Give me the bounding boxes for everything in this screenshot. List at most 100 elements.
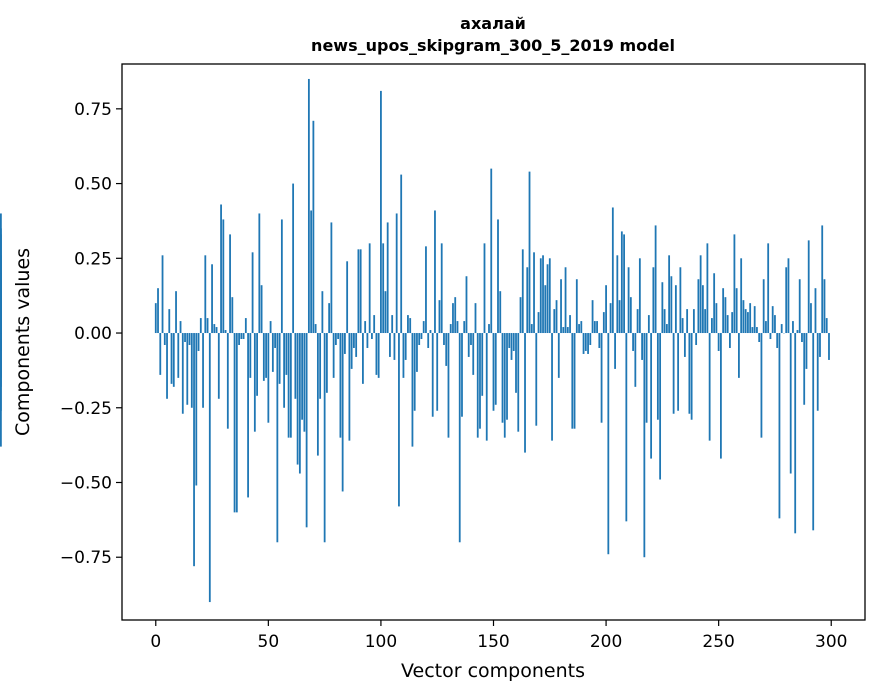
bar-108 bbox=[398, 333, 400, 507]
bar-56 bbox=[280, 219, 283, 334]
bar-243 bbox=[701, 285, 704, 334]
bar-151 bbox=[494, 333, 497, 405]
bar-105 bbox=[391, 315, 394, 334]
bar-230 bbox=[672, 333, 675, 414]
bar-158 bbox=[510, 333, 513, 360]
y-tick-label: 0.25 bbox=[74, 249, 112, 269]
bar-269 bbox=[760, 333, 763, 438]
x-axis-ticks: 0 50 100 150 200 250 300 bbox=[150, 620, 847, 652]
bar-37 bbox=[238, 333, 240, 345]
bar-176 bbox=[551, 333, 553, 441]
bar-270 bbox=[762, 279, 765, 334]
bar-55 bbox=[278, 333, 281, 384]
bar-48 bbox=[262, 333, 265, 381]
bar-20 bbox=[199, 318, 202, 334]
y-axis-ticks: 0.75 0.50 0.25 0.00 −0.25 −0.50 −0.75 bbox=[60, 100, 122, 568]
bar-4 bbox=[163, 333, 166, 345]
bar-13 bbox=[184, 333, 186, 342]
bar-70 bbox=[312, 120, 315, 334]
bar-215 bbox=[638, 258, 641, 334]
bar-146 bbox=[483, 243, 486, 334]
y-tick-label: 0.50 bbox=[74, 175, 112, 195]
bar-107 bbox=[395, 213, 398, 334]
bar-179 bbox=[557, 333, 560, 378]
bar-101 bbox=[382, 243, 385, 334]
bar-214 bbox=[636, 309, 639, 334]
bar-26 bbox=[213, 324, 216, 334]
bar-103 bbox=[386, 222, 389, 334]
bar-218 bbox=[645, 333, 648, 423]
bar-82 bbox=[339, 333, 342, 438]
bar-59 bbox=[287, 333, 290, 438]
bar-15 bbox=[188, 333, 191, 345]
bar-277 bbox=[778, 333, 781, 519]
bar-262 bbox=[744, 309, 747, 334]
bar-129 bbox=[445, 333, 448, 366]
bar-7 bbox=[170, 333, 173, 384]
bar-213 bbox=[634, 333, 637, 387]
bar-216 bbox=[641, 333, 643, 360]
bar-143 bbox=[476, 333, 479, 438]
bar-57 bbox=[283, 333, 286, 408]
bar-197 bbox=[598, 333, 601, 348]
bar-287 bbox=[801, 333, 803, 342]
bar-145 bbox=[481, 333, 484, 396]
bar-43 bbox=[251, 252, 254, 334]
bar-124 bbox=[434, 210, 436, 334]
bar-78 bbox=[330, 222, 333, 334]
bar-242 bbox=[699, 255, 702, 334]
bar-92 bbox=[362, 333, 364, 384]
bar-79 bbox=[332, 333, 335, 378]
bar-130 bbox=[447, 333, 450, 438]
bar-184 bbox=[569, 315, 571, 334]
bar-294 bbox=[816, 333, 819, 411]
bar-164 bbox=[524, 333, 526, 453]
bar-83 bbox=[341, 333, 344, 492]
bar-155 bbox=[503, 333, 506, 438]
bar-8 bbox=[172, 333, 175, 387]
bar-112 bbox=[407, 315, 409, 334]
bar-64 bbox=[298, 333, 301, 474]
bar-228 bbox=[668, 255, 671, 334]
bar-193 bbox=[589, 333, 592, 345]
y-tick-label: −0.75 bbox=[60, 548, 112, 568]
bar-61 bbox=[292, 183, 295, 334]
bar-39 bbox=[242, 333, 245, 340]
bar-169 bbox=[535, 333, 538, 426]
x-tick-label: 150 bbox=[477, 632, 509, 652]
bar-166 bbox=[528, 171, 531, 334]
bar-233 bbox=[679, 267, 682, 334]
bar-273 bbox=[769, 333, 772, 340]
bar-104 bbox=[389, 333, 391, 357]
bar-66 bbox=[303, 333, 306, 432]
bar-75 bbox=[323, 333, 326, 543]
bar-100 bbox=[380, 90, 382, 334]
chart-title-line2: news_upos_skipgram_300_5_2019 model bbox=[311, 36, 675, 55]
bar-251 bbox=[720, 333, 722, 459]
bar-123 bbox=[431, 333, 434, 417]
bar-17 bbox=[193, 333, 195, 567]
bar-120 bbox=[425, 246, 427, 334]
bar-135 bbox=[458, 333, 461, 543]
bar-134 bbox=[456, 321, 459, 334]
bar-205 bbox=[616, 255, 619, 334]
bar-63 bbox=[296, 333, 299, 465]
bar-244 bbox=[704, 309, 707, 334]
bar-160 bbox=[515, 333, 517, 393]
bar-65 bbox=[301, 333, 304, 420]
bar-27 bbox=[215, 327, 218, 334]
bar-221 bbox=[652, 267, 655, 334]
bar-144 bbox=[479, 333, 481, 429]
bar-225 bbox=[661, 282, 664, 334]
bar-71 bbox=[314, 324, 317, 334]
bar-85 bbox=[346, 261, 349, 334]
bar-90 bbox=[357, 249, 360, 334]
bar-201 bbox=[607, 333, 610, 555]
bar-97 bbox=[373, 315, 376, 334]
bar-156 bbox=[506, 333, 508, 420]
bar-282 bbox=[789, 333, 792, 474]
bar-91 bbox=[359, 249, 362, 334]
bar-25 bbox=[211, 264, 213, 334]
bar-190 bbox=[582, 333, 585, 354]
bar-278 bbox=[780, 324, 783, 334]
